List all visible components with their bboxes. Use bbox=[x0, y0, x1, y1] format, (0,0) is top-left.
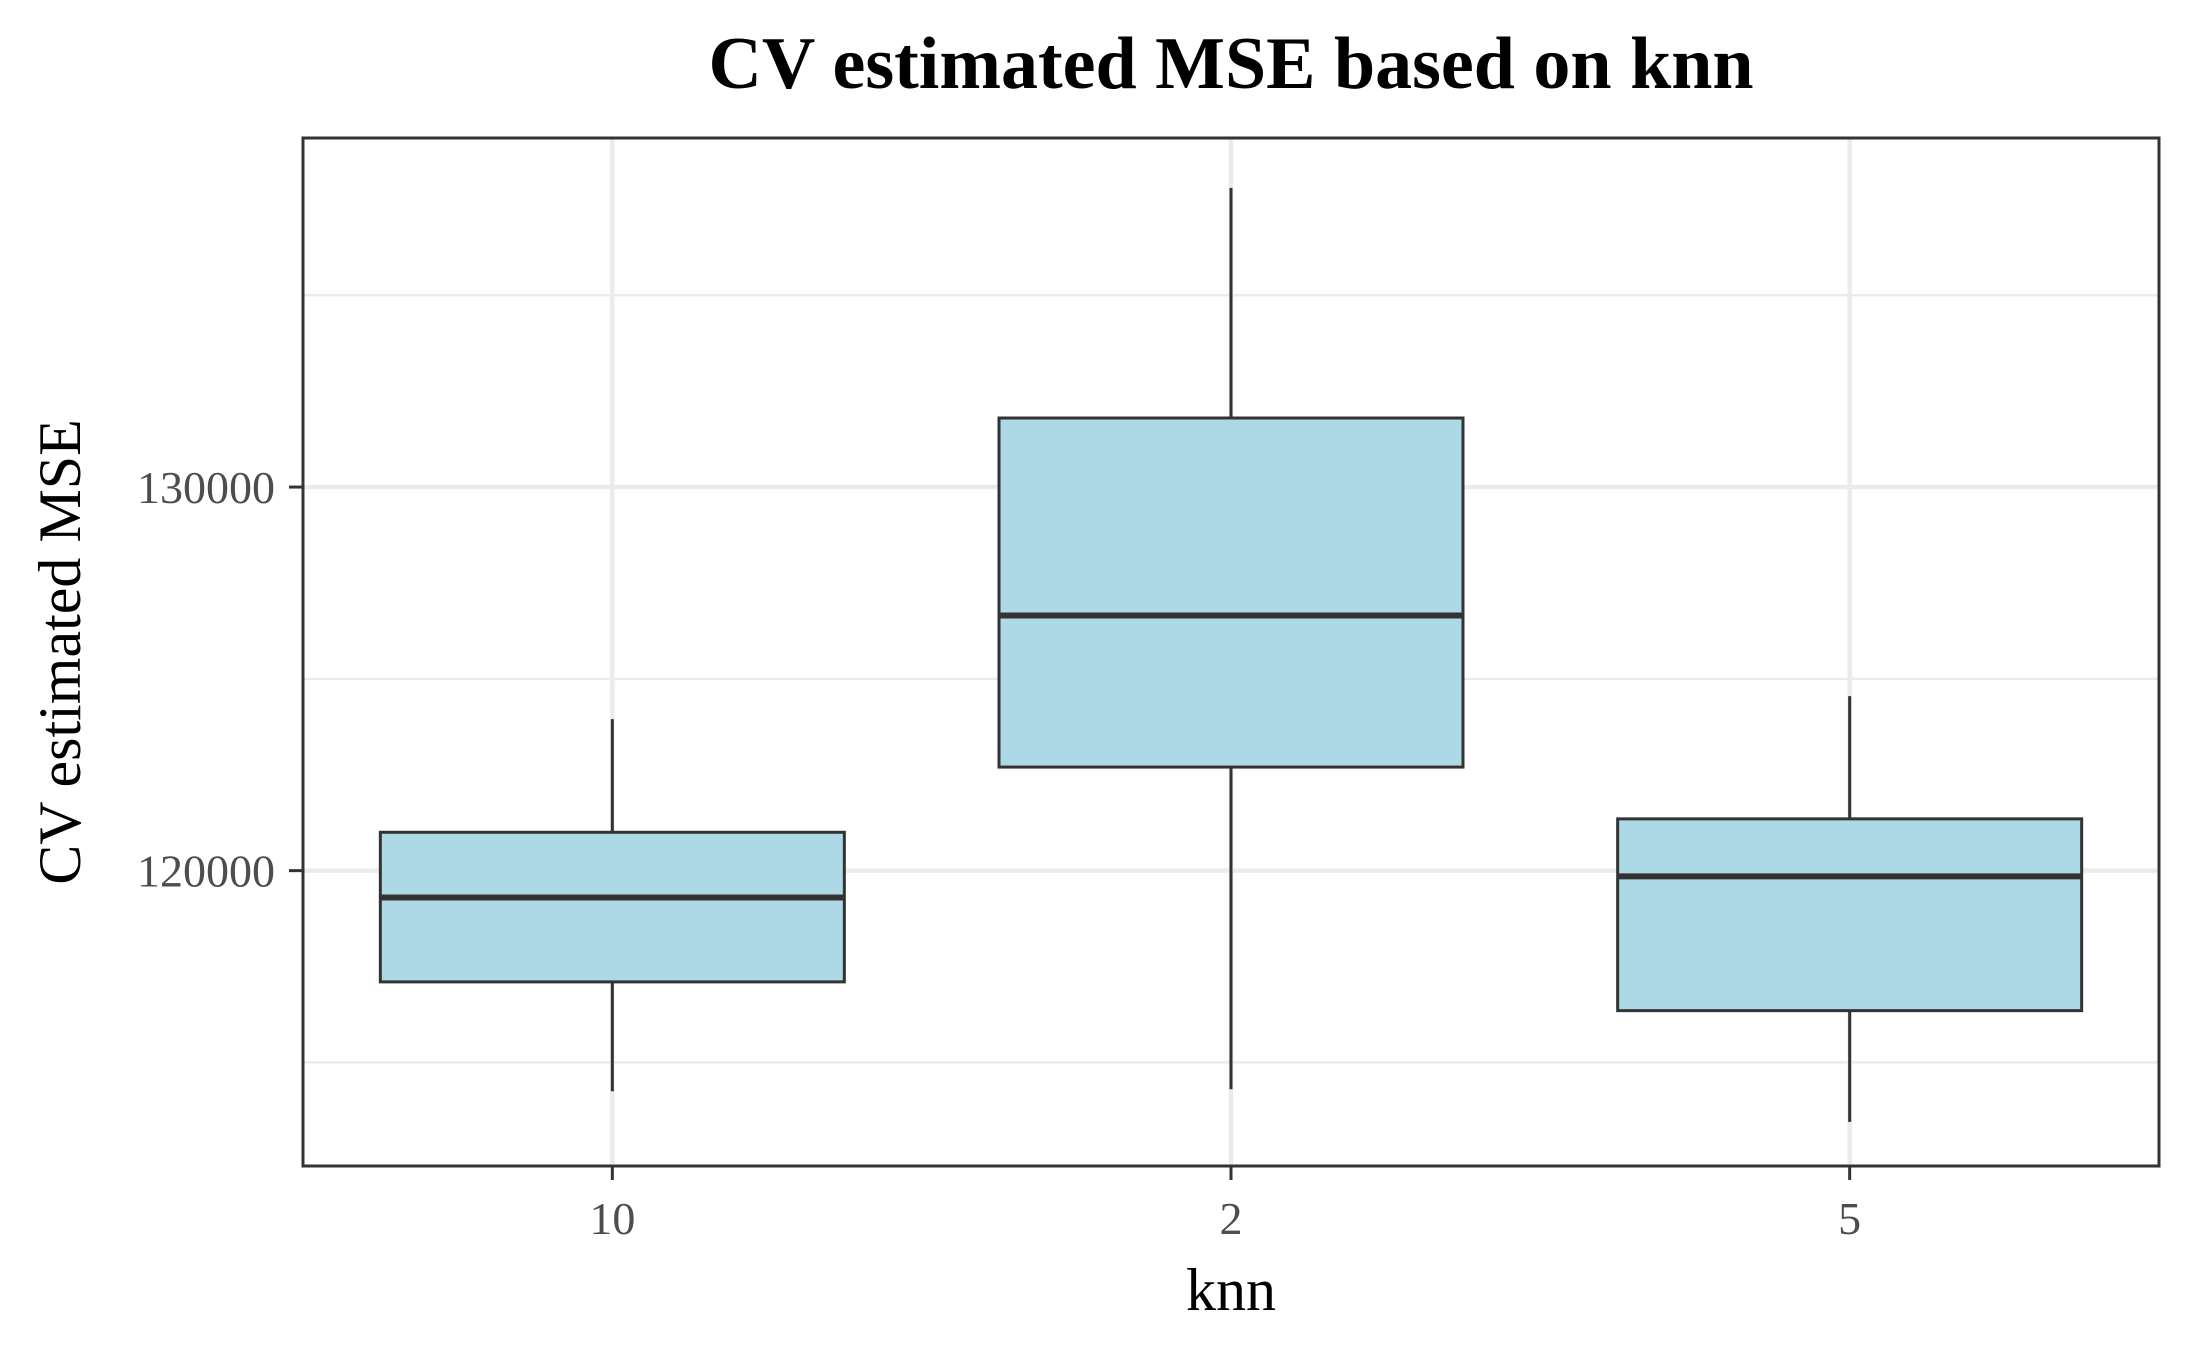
iqr-box bbox=[997, 416, 1465, 769]
x-tick-label: 5 bbox=[1838, 1193, 1861, 1244]
y-axis-label: CV estimated MSE bbox=[27, 419, 93, 885]
y-tick-label: 130000 bbox=[137, 462, 275, 513]
boxplot-5 bbox=[1616, 696, 2084, 1122]
boxplots bbox=[378, 187, 2084, 1122]
chart-title: CV estimated MSE based on knn bbox=[708, 23, 1753, 105]
axes: 120000 130000 10 2 5 bbox=[137, 462, 1861, 1244]
y-tick-label: 120000 bbox=[137, 846, 275, 897]
iqr-box bbox=[1616, 817, 2084, 1013]
iqr-box bbox=[378, 830, 846, 984]
x-tick-label: 10 bbox=[589, 1193, 635, 1244]
x-tick-label: 2 bbox=[1220, 1193, 1243, 1244]
boxplot-10 bbox=[378, 719, 846, 1092]
x-axis-label: knn bbox=[1186, 1257, 1276, 1323]
boxplot-2 bbox=[997, 187, 1465, 1090]
